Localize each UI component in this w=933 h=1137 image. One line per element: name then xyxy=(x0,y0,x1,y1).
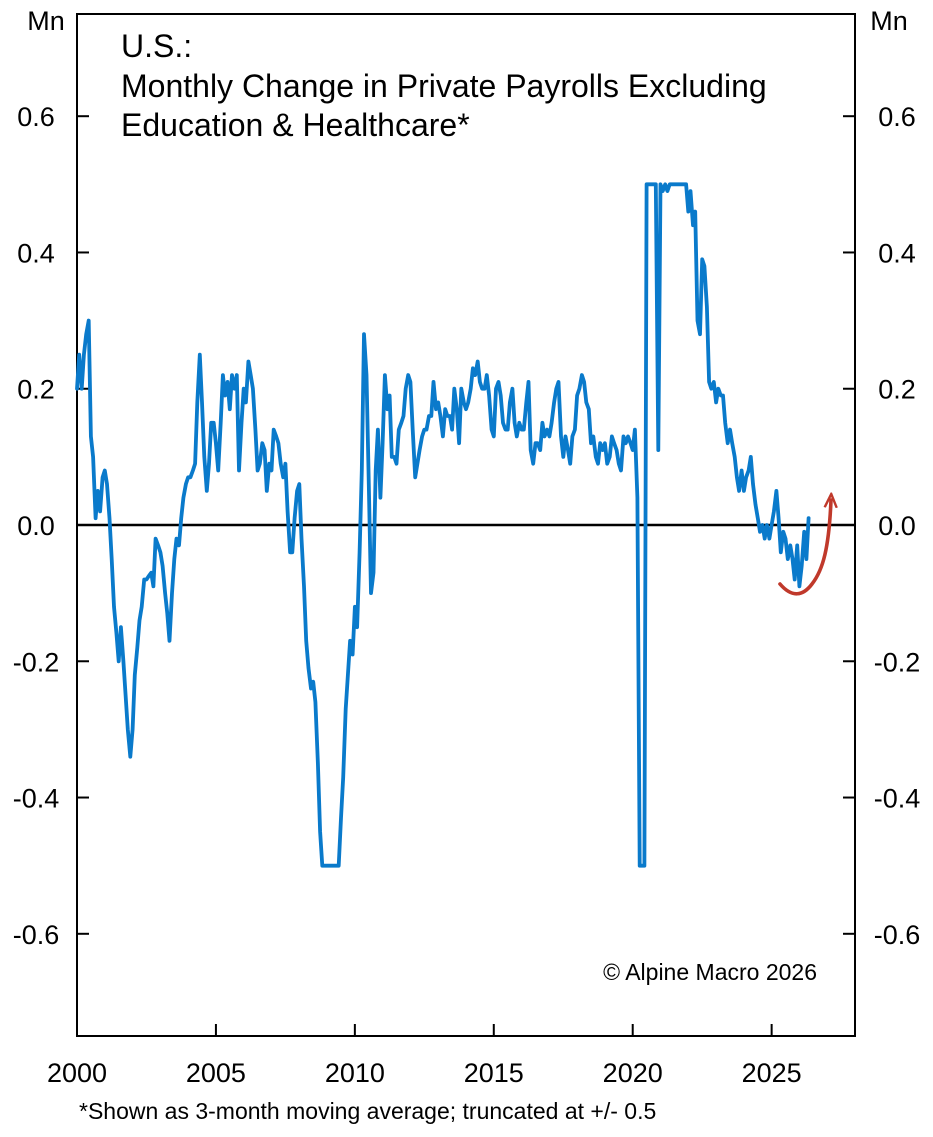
unit-right-label: Mn xyxy=(870,6,908,36)
unit-left-label: Mn xyxy=(27,6,65,36)
y-tick-label-left: -0.4 xyxy=(13,784,60,814)
x-tick-label: 2010 xyxy=(325,1058,385,1088)
y-axis-left: 0.6 0.4 0.2 0.0 -0.2 -0.4 -0.6 xyxy=(13,102,89,950)
y-tick-label-right: 0.2 xyxy=(878,375,916,405)
copyright-label: © Alpine Macro 2026 xyxy=(603,959,817,985)
y-tick-label-left: 0.4 xyxy=(17,238,55,268)
y-tick-label-right: -0.6 xyxy=(874,920,921,950)
y-tick-label-right: 0.4 xyxy=(878,238,916,268)
x-tick-label: 2005 xyxy=(186,1058,246,1088)
y-tick-label-right: 0.6 xyxy=(878,102,916,132)
y-tick-label-right: 0.0 xyxy=(878,511,916,541)
series-line-payrolls xyxy=(75,182,811,868)
chart-title-line-2: Monthly Change in Private Payrolls Exclu… xyxy=(121,68,767,104)
y-tick-label-right: -0.4 xyxy=(874,784,921,814)
y-tick-label-left: 0.2 xyxy=(17,375,55,405)
x-tick-label: 2000 xyxy=(47,1058,107,1088)
x-tick-label: 2020 xyxy=(603,1058,663,1088)
y-axis-right: 0.6 0.4 0.2 0.0 -0.2 -0.4 -0.6 xyxy=(843,102,920,950)
trend-arrow xyxy=(778,500,831,596)
x-axis: 2000 2005 2010 2015 2020 2025 xyxy=(47,1024,802,1088)
y-tick-label-left: -0.2 xyxy=(13,647,60,677)
y-tick-label-left: 0.6 xyxy=(17,102,55,132)
y-tick-label-left: -0.6 xyxy=(13,920,60,950)
x-tick-label: 2025 xyxy=(742,1058,802,1088)
chart-title-line-3: Education & Healthcare* xyxy=(121,107,470,143)
chart-title-line-1: U.S.: xyxy=(121,28,192,64)
x-tick-label: 2015 xyxy=(464,1058,524,1088)
y-tick-label-left: 0.0 xyxy=(17,511,55,541)
y-tick-label-right: -0.2 xyxy=(874,647,921,677)
footnote: *Shown as 3-month moving average; trunca… xyxy=(79,1098,656,1124)
